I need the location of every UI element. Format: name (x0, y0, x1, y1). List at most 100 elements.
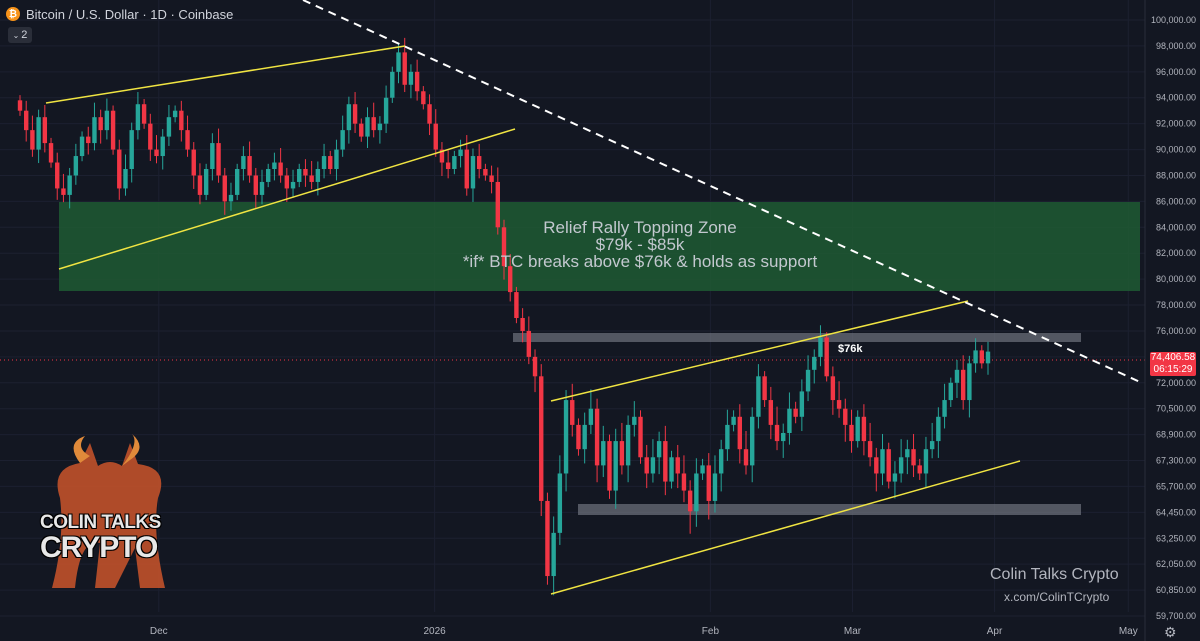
candle-body (508, 266, 513, 293)
candle-body (805, 369, 811, 392)
candle (284, 167, 290, 202)
candle (855, 410, 860, 448)
candle (98, 109, 103, 144)
indicator-toggle[interactable]: ⌄ 2 (8, 27, 32, 43)
resistance-76k-band (513, 333, 1081, 342)
candle (476, 143, 482, 179)
candle (973, 338, 978, 373)
candle-body (408, 71, 414, 85)
candle-body (117, 149, 122, 189)
y-tick-label: 65,700.00 (1156, 481, 1196, 491)
candle (985, 341, 991, 375)
candle (30, 115, 35, 157)
candle-body (936, 416, 941, 442)
chart-header: ₿ Bitcoin / U.S. Dollar · 1D · Coinbase (6, 4, 233, 24)
candle (812, 349, 817, 384)
candle (886, 442, 891, 489)
candle (520, 308, 525, 343)
candle-body (110, 110, 116, 150)
candle (576, 418, 581, 456)
y-tick-label: 96,000.00 (1156, 67, 1196, 77)
candle-body (942, 400, 947, 417)
candle (514, 286, 519, 324)
candle-body (948, 382, 953, 401)
y-tick-label: 70,500.00 (1156, 404, 1196, 414)
y-tick-label: 98,000.00 (1156, 41, 1196, 51)
candle (892, 461, 898, 499)
candle-body (960, 369, 966, 401)
candle-body (141, 104, 147, 124)
candle-body (731, 416, 736, 425)
candle-body (458, 149, 463, 157)
candle-body (197, 175, 203, 195)
candle-body (656, 441, 662, 458)
candle-body (135, 104, 141, 131)
candle-body (247, 156, 252, 176)
candle (17, 95, 23, 116)
candle-body (501, 227, 507, 267)
y-tick-label: 82,000.00 (1156, 248, 1196, 258)
candle (737, 404, 742, 464)
candle (694, 458, 699, 527)
candle (619, 422, 625, 475)
candle (905, 439, 910, 475)
x-axis: Dec 2026 Feb Mar Apr May (150, 626, 1138, 637)
candle (210, 133, 215, 181)
candle (129, 122, 134, 183)
candle (898, 439, 904, 483)
support-band (578, 504, 1081, 515)
candle-body (377, 123, 383, 131)
candle (303, 159, 308, 187)
candle-body (73, 156, 79, 176)
candle (390, 66, 395, 103)
upper-trendline-wedge (45, 45, 406, 104)
candle-body (793, 408, 798, 417)
x-tick-label: Apr (987, 626, 1003, 637)
candle (321, 143, 327, 179)
candle-body (650, 457, 656, 474)
candle-body (613, 441, 618, 491)
zone-annotation: Relief Rally Topping Zone $79k - $85k *i… (380, 219, 900, 270)
candle-body (371, 117, 376, 131)
candle-body (743, 449, 749, 466)
candle-body (663, 441, 668, 482)
candle (166, 104, 172, 146)
candle-body (812, 356, 817, 370)
candle-body (48, 143, 54, 163)
candle (464, 135, 469, 196)
candle-body (414, 71, 420, 92)
candle-body (700, 465, 705, 474)
candle-body (799, 391, 805, 417)
candle (818, 325, 823, 367)
candle (433, 109, 438, 157)
candle (92, 102, 97, 151)
brand-logo-text: COLIN TALKS CRYPTO (40, 512, 180, 563)
candle (141, 99, 147, 129)
candle-body (359, 123, 364, 137)
candle-body (905, 449, 910, 458)
candle-body (588, 408, 594, 425)
candle (638, 410, 643, 464)
candle-body (861, 416, 867, 442)
bull-logo-icon (52, 434, 165, 588)
candle-body (352, 104, 358, 124)
candle (266, 163, 271, 188)
candle-body (148, 123, 153, 150)
candle-body (203, 169, 209, 195)
candle (55, 152, 60, 200)
candle-body (762, 376, 767, 401)
candle-body (278, 162, 283, 176)
candle (123, 154, 128, 196)
candle-body (191, 149, 196, 176)
candle-body (272, 162, 277, 169)
x-tick-label: Mar (844, 626, 862, 637)
x-tick-label: 2026 (423, 626, 446, 637)
candle (135, 92, 141, 140)
candle-body (334, 149, 339, 169)
candle (396, 42, 401, 84)
candle (874, 447, 879, 492)
candle-body (24, 110, 29, 131)
candle-body (855, 416, 860, 442)
gear-icon[interactable]: ⚙ (1164, 624, 1177, 640)
